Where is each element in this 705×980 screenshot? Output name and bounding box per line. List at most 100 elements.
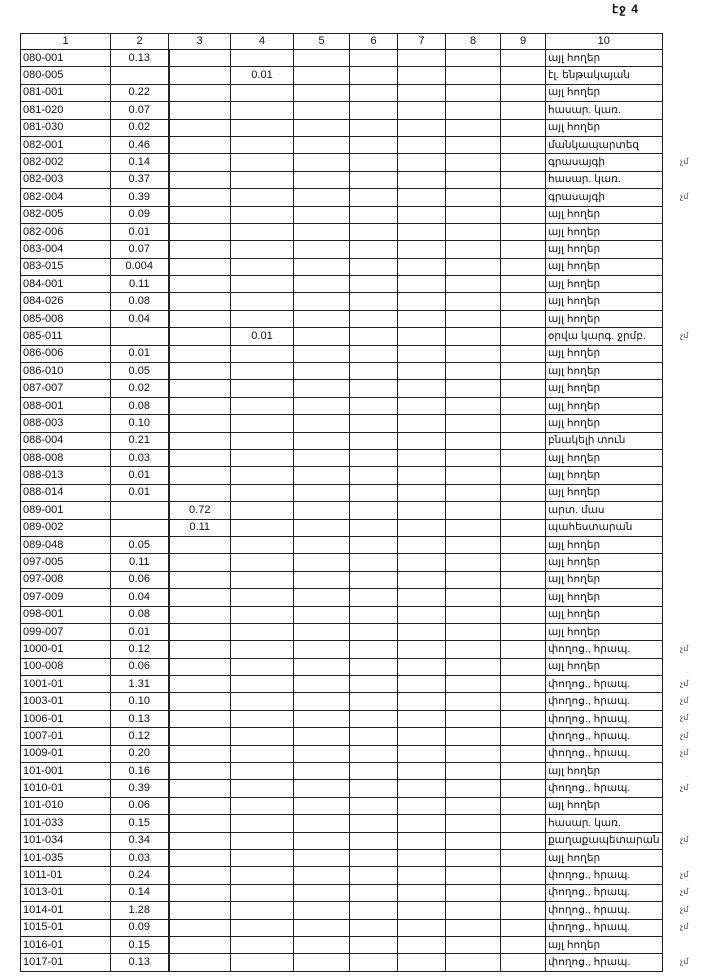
- table-row: 080-005 0.01 էլ. ենթակայան: [20, 66, 663, 85]
- cell-col-6: [349, 866, 398, 885]
- cell-col-6: [349, 657, 398, 677]
- land-use: քաղաքապետարան: [545, 831, 663, 850]
- area-col-4: [230, 466, 294, 485]
- cell-col-6: [349, 205, 398, 224]
- land-use: այլ հողեր: [545, 448, 663, 468]
- cell-col-8: [445, 483, 501, 503]
- cell-col-8: [445, 814, 501, 833]
- cell-col-5: [293, 292, 350, 311]
- margin-mark: չմ: [680, 782, 689, 792]
- cell-col-9: [500, 605, 546, 624]
- area-col-3: [168, 153, 231, 172]
- table-row: 089-002 0.11 պահեստարան: [20, 518, 663, 537]
- parcel-code: 089-048: [20, 535, 111, 555]
- cell-col-7: [397, 692, 446, 711]
- area-col-2: 0.34: [110, 831, 170, 850]
- cell-col-6: [349, 170, 398, 190]
- land-use: այլ հողեր: [545, 570, 663, 590]
- cell-col-7: [397, 553, 446, 572]
- area-col-2: 0.10: [110, 414, 170, 433]
- parcel-code: 1009-01: [20, 744, 111, 764]
- cell-col-5: [293, 901, 350, 920]
- area-col-4: [230, 640, 294, 659]
- area-col-4: [230, 848, 294, 868]
- cell-col-9: [500, 622, 546, 642]
- cell-col-7: [397, 657, 446, 677]
- cell-col-5: [293, 883, 350, 903]
- area-col-2: 0.13: [110, 48, 170, 68]
- column-header: 1: [20, 33, 111, 50]
- cell-col-7: [397, 675, 446, 694]
- cell-col-8: [445, 101, 501, 120]
- table-row: 097-009 0.04 այլ հողեր: [20, 588, 663, 607]
- cell-col-7: [397, 135, 446, 155]
- cell-col-8: [445, 640, 501, 659]
- cell-col-9: [500, 118, 546, 137]
- area-col-3: [168, 657, 231, 677]
- table-row: 088-001 0.08 այլ հողեր: [20, 396, 663, 416]
- cell-col-5: [293, 918, 350, 937]
- cell-col-7: [397, 66, 446, 85]
- cell-col-5: [293, 101, 350, 120]
- cell-col-9: [500, 953, 546, 972]
- cell-col-7: [397, 292, 446, 311]
- cell-col-9: [500, 101, 546, 120]
- table-row: 084-001 0.11 այլ հողեր: [20, 275, 663, 294]
- cell-col-5: [293, 779, 350, 798]
- cell-col-9: [500, 535, 546, 555]
- land-use: այլ հողեր: [545, 118, 663, 137]
- area-col-4: [230, 814, 294, 833]
- parcel-code: 080-001: [20, 48, 111, 68]
- cell-col-5: [293, 431, 350, 450]
- land-use: օրվա կարգ. ջրմբ.: [545, 327, 663, 346]
- land-use: այլ հողեր: [545, 240, 663, 259]
- cell-col-7: [397, 883, 446, 903]
- area-col-4: [230, 118, 294, 137]
- parcel-code: 082-006: [20, 222, 111, 242]
- cell-col-8: [445, 431, 501, 450]
- area-col-3: [168, 553, 231, 572]
- table-row: 100-008 0.06 այլ հողեր: [20, 657, 663, 677]
- cell-col-5: [293, 640, 350, 659]
- land-use: այլ հողեր: [545, 205, 663, 224]
- table-row: 086-010 0.05 այլ հողեր: [20, 362, 663, 381]
- table-row: 097-005 0.11 այլ հողեր: [20, 553, 663, 572]
- cell-col-8: [445, 848, 501, 868]
- area-col-4: [230, 48, 294, 68]
- area-col-2: 0.07: [110, 101, 170, 120]
- cell-col-7: [397, 153, 446, 172]
- area-col-4: [230, 744, 294, 764]
- column-header: 5: [293, 33, 350, 50]
- area-col-3: [168, 222, 231, 242]
- table-row: 082-003 0.37 հասար. կառ.: [20, 170, 663, 190]
- cell-col-8: [445, 744, 501, 764]
- area-col-3: [168, 205, 231, 224]
- land-use: փողոց., հրապ.: [545, 727, 663, 746]
- table-row: 1016-01 0.15 այլ հողեր: [20, 935, 663, 955]
- area-col-2: 0.04: [110, 588, 170, 607]
- area-col-2: 0.13: [110, 709, 170, 729]
- parcel-code: 081-030: [20, 118, 111, 137]
- cell-col-9: [500, 83, 546, 103]
- cell-col-9: [500, 570, 546, 590]
- table-row: 082-004 0.39 գրասայգի: [20, 188, 663, 207]
- cell-col-6: [349, 431, 398, 450]
- parcel-code: 1006-01: [20, 709, 111, 729]
- parcel-code: 080-005: [20, 66, 111, 85]
- cell-col-7: [397, 935, 446, 955]
- table-row: 085-008 0.04 այլ հողեր: [20, 309, 663, 329]
- cell-col-7: [397, 309, 446, 329]
- area-col-4: [230, 101, 294, 120]
- area-col-3: 0.11: [168, 518, 231, 537]
- cell-col-8: [445, 153, 501, 172]
- cell-col-7: [397, 727, 446, 746]
- cell-col-6: [349, 622, 398, 642]
- cell-col-5: [293, 135, 350, 155]
- cell-col-9: [500, 275, 546, 294]
- cell-col-6: [349, 379, 398, 398]
- cell-col-7: [397, 518, 446, 537]
- parcel-code: 088-001: [20, 396, 111, 416]
- parcel-code: 081-020: [20, 101, 111, 120]
- cell-col-8: [445, 240, 501, 259]
- land-use: փողոց., հրապ.: [545, 744, 663, 764]
